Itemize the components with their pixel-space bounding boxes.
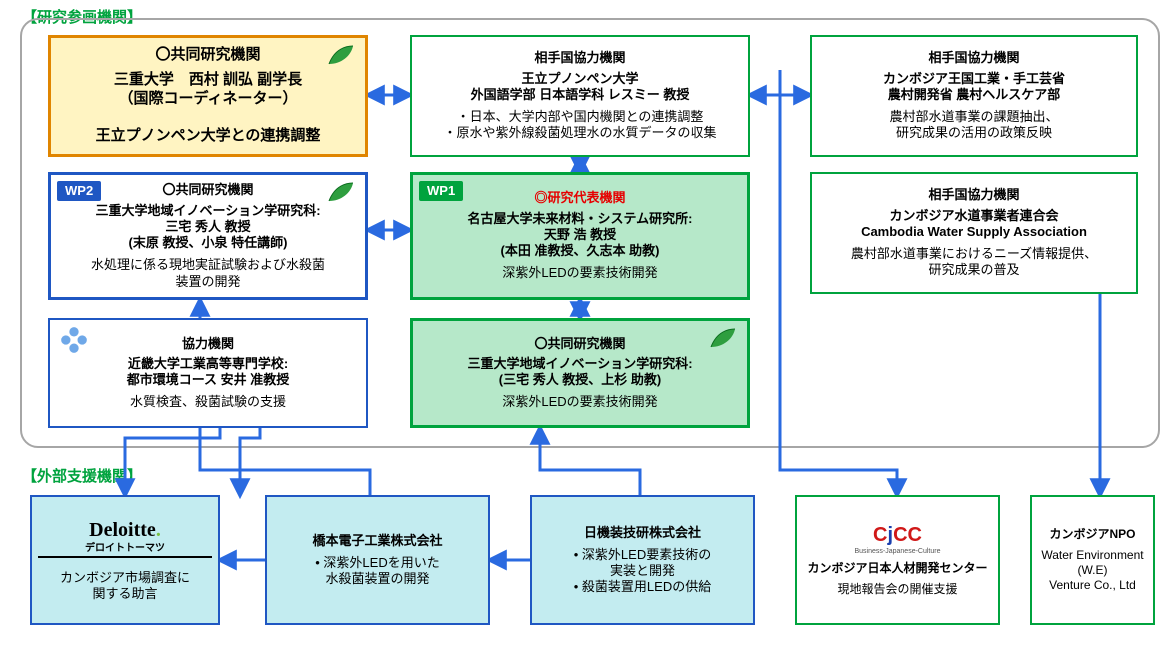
box-title: 〇共同研究機関 bbox=[57, 46, 359, 65]
text: 【外部支援機関】 bbox=[22, 468, 142, 485]
box-subtitle: 三重大学地域イノベーション学研究科: 三宅 秀人 教授 (末原 教授、小泉 特任… bbox=[57, 203, 359, 252]
box-subtitle: 名古屋大学未来材料・システム研究所: 天野 浩 教授 (本田 准教授、久志本 助… bbox=[419, 211, 741, 260]
box-kinki: 協力機関近畿大学工業高等専門学校: 都市環境コース 安井 准教授水質検査、殺菌試… bbox=[48, 318, 368, 428]
box-nikkiso: 日機装技研株式会社 • 深紫外LED要素技術の 実装と開発 • 殺菌装置用LEDの… bbox=[530, 495, 755, 625]
box-subtitle: 近畿大学工業高等専門学校: 都市環境コース 安井 准教授 bbox=[56, 356, 360, 389]
box-subtitle: カンボジア王国工業・手工芸省 農村開発省 農村ヘルスケア部 bbox=[818, 71, 1130, 104]
box-body: カンボジア市場調査に 関する助言 bbox=[38, 570, 212, 603]
box-body: 農村部水道事業におけるニーズ情報提供、 研究成果の普及 bbox=[818, 246, 1130, 279]
box-title: 協力機関 bbox=[56, 336, 360, 352]
box-npo: カンボジアNPO Water Environment (W.E) Venture … bbox=[1030, 495, 1155, 625]
box-subtitle: カンボジア日本人材開発センター bbox=[803, 561, 992, 576]
leaf-icon bbox=[709, 327, 737, 349]
box-topRight: 相手国協力機関カンボジア王国工業・手工芸省 農村開発省 農村ヘルスケア部農村部水… bbox=[810, 35, 1138, 157]
box-deloitte: Deloitte.デロイトトーマツカンボジア市場調査に 関する助言 bbox=[30, 495, 220, 625]
logo-text: Deloitte. bbox=[38, 518, 212, 543]
box-body: Water Environment (W.E) Venture Co., Ltd bbox=[1038, 548, 1147, 593]
box-wp2: WP2〇共同研究機関三重大学地域イノベーション学研究科: 三宅 秀人 教授 (末… bbox=[48, 172, 368, 300]
box-title: 相手国協力機関 bbox=[818, 187, 1130, 203]
box-body: 農村部水道事業の課題抽出、 研究成果の活用の政策反映 bbox=[818, 109, 1130, 142]
logo-tagline: Business-Japanese-Culture bbox=[803, 548, 992, 557]
leaf-icon bbox=[327, 44, 355, 66]
box-subtitle: 三重大学地域イノベーション学研究科: (三宅 秀人 教授、上杉 助教) bbox=[419, 356, 741, 389]
box-body: 三重大学 西村 訓弘 副学長 （国際コーディネーター） 王立プノンペン大学との連… bbox=[57, 71, 359, 146]
box-title: カンボジアNPO bbox=[1038, 527, 1147, 542]
box-title: 〇共同研究機関 bbox=[57, 182, 359, 198]
box-hashimoto: 橋本電子工業株式会社 • 深紫外LEDを用いた 水殺菌装置の開発 bbox=[265, 495, 490, 625]
box-body: 現地報告会の開催支援 bbox=[803, 582, 992, 597]
box-topLeft: 〇共同研究機関三重大学 西村 訓弘 副学長 （国際コーディネーター） 王立プノン… bbox=[48, 35, 368, 157]
logo-sub: デロイトトーマツ bbox=[38, 543, 212, 558]
box-body: 深紫外LEDの要素技術開発 bbox=[419, 265, 741, 281]
box-body: ・日本、大学内部や国内機関との連携調整 ・原水や紫外線殺菌処理水の水質データの収… bbox=[418, 109, 742, 142]
box-mieGreen: 〇共同研究機関三重大学地域イノベーション学研究科: (三宅 秀人 教授、上杉 助… bbox=[410, 318, 750, 428]
box-title: ◎研究代表機関 bbox=[419, 190, 741, 206]
box-title: 〇共同研究機関 bbox=[419, 336, 741, 352]
box-body: • 深紫外LEDを用いた 水殺菌装置の開発 bbox=[273, 555, 482, 588]
box-subtitle: カンボジア水道事業者連合会 Cambodia Water Supply Asso… bbox=[818, 208, 1130, 241]
box-topMid: 相手国協力機関王立プノンペン大学 外国語学部 日本語学科 レスミー 教授・日本、… bbox=[410, 35, 750, 157]
box-body: 水質検査、殺菌試験の支援 bbox=[56, 394, 360, 410]
wp-badge: WP2 bbox=[57, 181, 101, 201]
box-body: 深紫外LEDの要素技術開発 bbox=[419, 394, 741, 410]
box-subtitle: 王立プノンペン大学 外国語学部 日本語学科 レスミー 教授 bbox=[418, 71, 742, 104]
leaf-icon bbox=[327, 181, 355, 203]
box-title: 橋本電子工業株式会社 bbox=[273, 533, 482, 549]
wp-badge: WP1 bbox=[419, 181, 463, 201]
box-wp1: WP1◎研究代表機関名古屋大学未来材料・システム研究所: 天野 浩 教授 (本田… bbox=[410, 172, 750, 300]
box-title: 相手国協力機関 bbox=[818, 50, 1130, 66]
box-rightMid: 相手国協力機関カンボジア水道事業者連合会 Cambodia Water Supp… bbox=[810, 172, 1138, 294]
flower-icon bbox=[60, 326, 88, 348]
box-body: • 深紫外LED要素技術の 実装と開発 • 殺菌装置用LEDの供給 bbox=[538, 547, 747, 596]
box-cjcc: CjCCBusiness-Japanese-Culture カンボジア日本人材開発… bbox=[795, 495, 1000, 625]
box-body: 水処理に係る現地実証試験および水殺菌 装置の開発 bbox=[57, 257, 359, 290]
section-label-external: 【外部支援機関】 bbox=[22, 465, 142, 486]
box-title: 日機装技研株式会社 bbox=[538, 525, 747, 541]
box-title: 相手国協力機関 bbox=[418, 50, 742, 66]
logo-text: CjCC bbox=[803, 523, 992, 548]
